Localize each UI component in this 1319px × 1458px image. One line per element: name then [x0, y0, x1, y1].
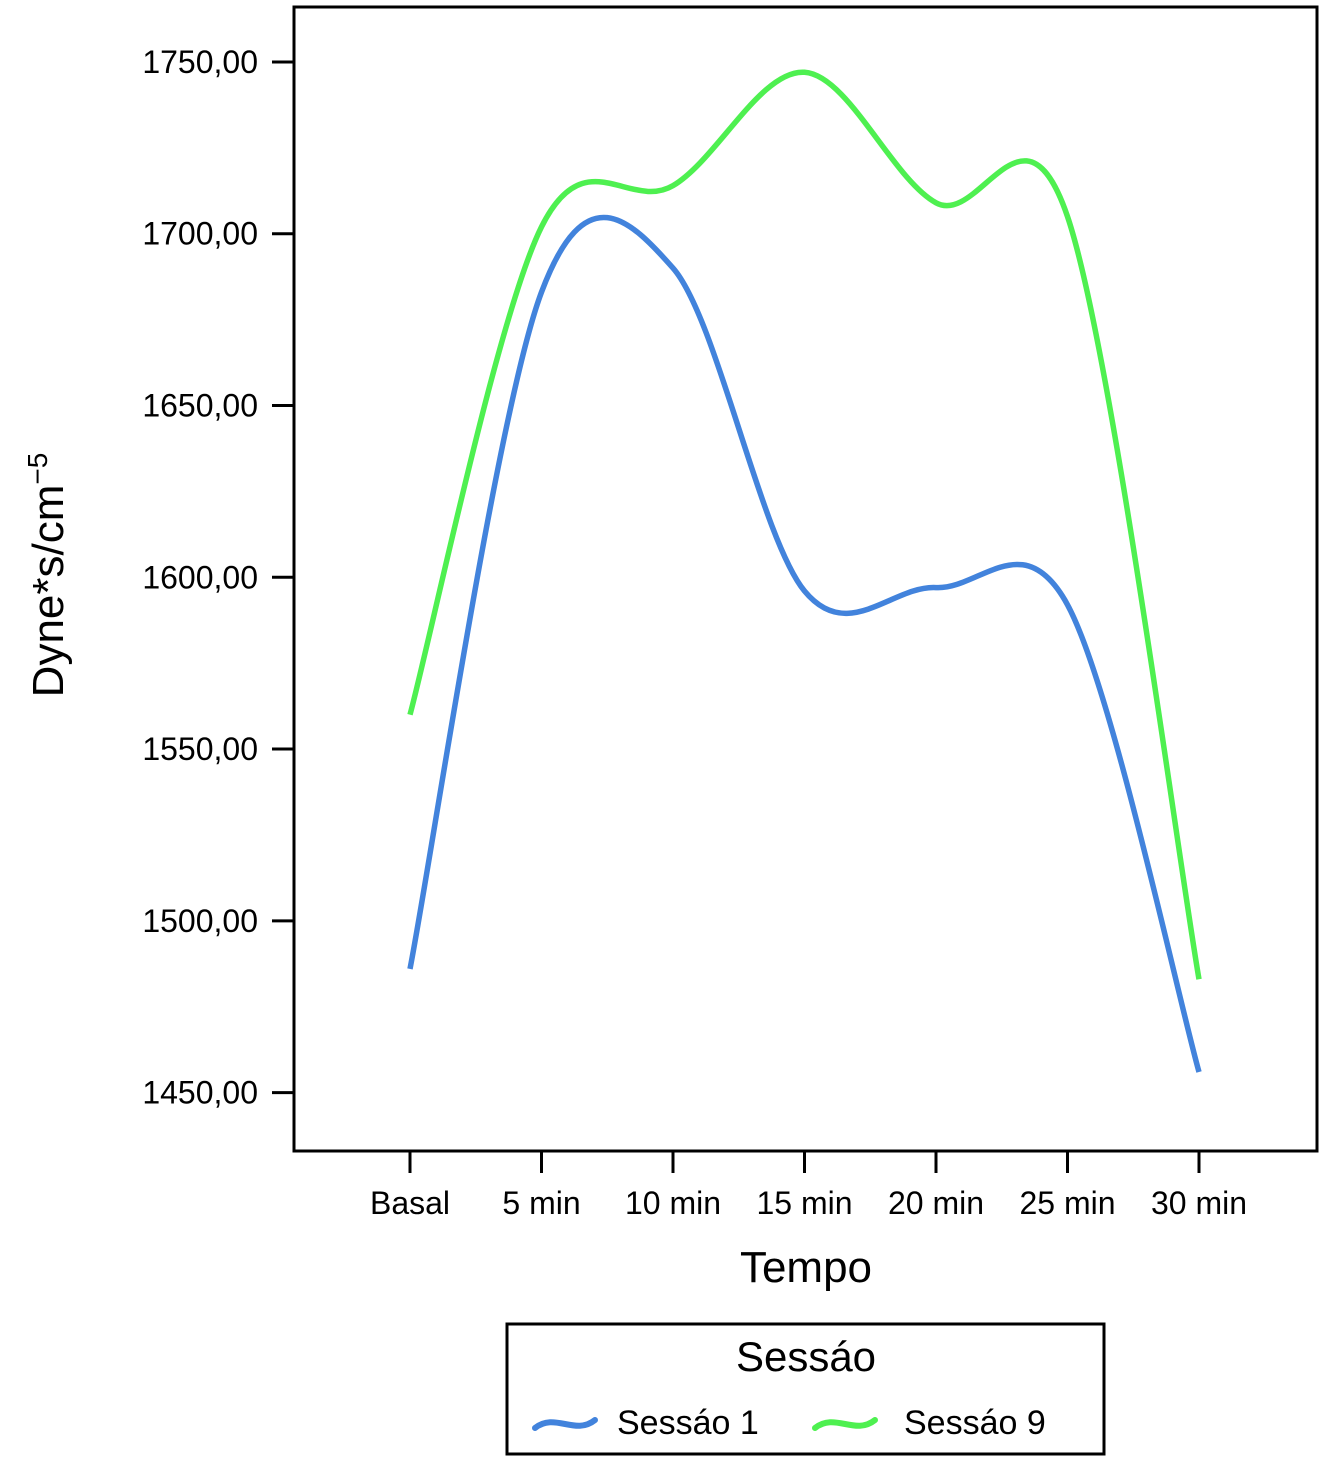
x-tick-label: 25 min — [1019, 1185, 1115, 1221]
y-tick-label: 1700,00 — [142, 216, 258, 252]
y-tick-label: 1550,00 — [142, 731, 258, 767]
x-tick-label: Basal — [370, 1185, 450, 1221]
series-line-sessao-1 — [407, 214, 1202, 1073]
y-tick-label: 1450,00 — [142, 1075, 258, 1111]
series-layer — [407, 69, 1202, 1073]
x-tick-label: 30 min — [1151, 1185, 1247, 1221]
x-axis-title: Tempo — [740, 1243, 872, 1292]
series-line-sessao-9 — [407, 69, 1202, 980]
legend-title: Sessáo — [736, 1333, 876, 1380]
legend-label-sessao-1: Sessáo 1 — [617, 1404, 759, 1442]
legend-label-sessao-9: Sessáo 9 — [904, 1404, 1046, 1442]
x-tick-label: 15 min — [756, 1185, 852, 1221]
x-axis: Basal 5 min 10 min 15 min 20 min 25 min 30 min — [370, 1151, 1247, 1221]
y-tick-label: 1650,00 — [142, 388, 258, 424]
legend: Sessáo Sessáo 1 Sessáo 9 — [505, 1322, 1106, 1456]
y-tick-label: 1500,00 — [142, 903, 258, 939]
y-axis-title-main: Dyne*s/cm — [24, 485, 73, 698]
x-tick-label: 5 min — [502, 1185, 580, 1221]
x-tick-label: 10 min — [625, 1185, 721, 1221]
legend-swatch-sessao-1 — [532, 1417, 598, 1431]
x-tick-label: 20 min — [888, 1185, 984, 1221]
y-axis-title-superscript: −5 — [22, 453, 53, 485]
y-axis-title: Dyne*s/cm−5 — [22, 453, 73, 698]
legend-swatch-sessao-9 — [812, 1417, 878, 1431]
plot-area-frame — [292, 5, 1319, 1153]
y-tick-label: 1600,00 — [142, 559, 258, 595]
y-tick-label: 1750,00 — [142, 44, 258, 80]
legend-frame — [505, 1322, 1106, 1456]
y-axis: 1450,00 1500,00 1550,00 1600,00 1650,00 1700,… — [142, 44, 294, 1111]
